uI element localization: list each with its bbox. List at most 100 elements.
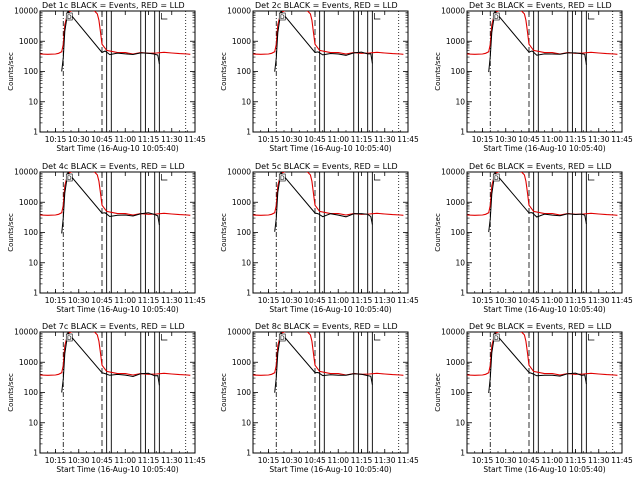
x-tick-label: 10:30 xyxy=(495,135,517,144)
series-line-lld xyxy=(40,11,191,55)
y-tick-label: 100 xyxy=(237,228,252,237)
series-line-lld xyxy=(467,332,618,376)
marker-tag-label: D xyxy=(67,175,72,182)
series-line-events xyxy=(61,172,160,234)
x-tick-label: 11:30 xyxy=(161,135,183,144)
corner-mark xyxy=(374,174,381,181)
marker-tag-box xyxy=(492,173,500,182)
y-tick-label: 10 xyxy=(28,418,38,427)
panel-1: Det 1c BLACK = Events, RED = LLD 1 10 100 10… xyxy=(7,1,206,153)
plot-area: D xyxy=(40,172,191,293)
x-tick-label: 10:45 xyxy=(518,456,540,465)
series-line-events xyxy=(488,172,587,233)
y-tick-label: 1000 xyxy=(19,358,38,367)
y-tick-label: 10000 xyxy=(14,7,38,16)
x-tick-label: 11:00 xyxy=(541,456,563,465)
panel-title: Det 2c BLACK = Events, RED = LLD xyxy=(255,1,398,10)
corner-mark xyxy=(161,334,168,341)
panel-title: Det 1c BLACK = Events, RED = LLD xyxy=(42,1,185,10)
y-tick-label: 1000 xyxy=(19,37,38,46)
x-tick-label: 10:30 xyxy=(281,456,303,465)
x-tick-label: 11:00 xyxy=(541,296,563,305)
x-tick-label: 11:00 xyxy=(327,296,349,305)
marker-tag-box xyxy=(65,173,73,182)
y-tick-label: 100 xyxy=(24,388,39,397)
x-tick-label: 11:30 xyxy=(588,296,610,305)
x-tick-label: 10:15 xyxy=(472,135,494,144)
x-tick-label: 11:15 xyxy=(351,296,373,305)
plot-area: D xyxy=(253,332,404,453)
y-axis-label: Counts/sec xyxy=(220,213,228,252)
x-tick-label: 11:00 xyxy=(327,135,349,144)
x-tick-label: 11:00 xyxy=(541,135,563,144)
plot-area: D xyxy=(253,172,404,293)
panel-title: Det 9c BLACK = Events, RED = LLD xyxy=(469,322,612,331)
panel-5: Det 5c BLACK = Events, RED = LLD 1 10 100 10… xyxy=(220,162,419,314)
plot-area: D xyxy=(467,332,618,453)
x-axis-label: Start Time (16-Aug-10 10:05:40) xyxy=(56,305,178,314)
x-tick-label: 11:30 xyxy=(588,456,610,465)
series-line-events xyxy=(488,332,587,394)
y-tick-label: 100 xyxy=(451,228,466,237)
x-tick-label: 10:45 xyxy=(91,296,113,305)
y-tick-label: 10 xyxy=(455,418,465,427)
x-axis-label: Start Time (16-Aug-10 10:05:40) xyxy=(269,305,391,314)
x-tick-label: 11:15 xyxy=(138,135,160,144)
y-axis-label: Counts/sec xyxy=(434,373,442,412)
x-tick-label: 11:15 xyxy=(565,135,587,144)
y-tick-label: 1000 xyxy=(232,198,251,207)
x-tick-label: 10:30 xyxy=(281,135,303,144)
panel-title: Det 5c BLACK = Events, RED = LLD xyxy=(255,162,398,171)
x-tick-label: 10:15 xyxy=(45,135,67,144)
corner-mark xyxy=(374,334,381,341)
marker-tag-label: D xyxy=(67,14,72,21)
y-tick-label: 10000 xyxy=(14,328,38,337)
y-tick-label: 10 xyxy=(28,97,38,106)
x-tick-label: 10:30 xyxy=(495,296,517,305)
y-tick-label: 1 xyxy=(33,128,38,137)
y-tick-label: 1000 xyxy=(19,198,38,207)
y-tick-label: 1000 xyxy=(232,37,251,46)
panel-8: Det 8c BLACK = Events, RED = LLD 1 10 100 10… xyxy=(220,322,419,474)
x-tick-label: 10:45 xyxy=(304,296,326,305)
x-tick-label: 11:45 xyxy=(184,135,206,144)
y-tick-label: 100 xyxy=(24,67,39,76)
x-tick-label: 11:15 xyxy=(138,296,160,305)
series-line-lld xyxy=(253,11,404,55)
corner-mark xyxy=(161,174,168,181)
y-tick-label: 10000 xyxy=(227,168,251,177)
x-tick-label: 11:45 xyxy=(397,456,419,465)
x-tick-label: 11:00 xyxy=(114,456,136,465)
x-tick-label: 10:30 xyxy=(68,135,90,144)
x-tick-label: 11:30 xyxy=(161,456,183,465)
x-tick-label: 10:15 xyxy=(258,456,280,465)
marker-tag-label: D xyxy=(494,14,499,21)
y-axis-label: Counts/sec xyxy=(434,213,442,252)
x-tick-label: 10:45 xyxy=(518,135,540,144)
x-tick-label: 10:15 xyxy=(45,296,67,305)
x-tick-label: 11:45 xyxy=(397,296,419,305)
plot-area: D xyxy=(467,11,618,132)
y-tick-label: 10 xyxy=(241,258,251,267)
y-tick-label: 10 xyxy=(241,418,251,427)
marker-tag-box xyxy=(278,12,286,21)
y-tick-label: 10000 xyxy=(227,328,251,337)
y-tick-label: 100 xyxy=(24,228,39,237)
y-tick-label: 10000 xyxy=(441,7,465,16)
corner-mark xyxy=(374,13,381,20)
x-tick-label: 11:15 xyxy=(138,456,160,465)
marker-tag-box xyxy=(65,333,73,342)
marker-tag-label: D xyxy=(280,335,285,342)
x-tick-label: 11:45 xyxy=(611,135,633,144)
series-line-events xyxy=(274,11,373,72)
series-line-lld xyxy=(40,172,191,216)
y-tick-label: 1000 xyxy=(232,358,251,367)
series-line-events xyxy=(61,332,160,393)
y-axis-label: Counts/sec xyxy=(7,373,15,412)
series-line-events xyxy=(274,332,373,393)
x-tick-label: 10:15 xyxy=(472,296,494,305)
corner-mark xyxy=(588,334,595,341)
y-tick-label: 1 xyxy=(33,449,38,458)
y-tick-label: 100 xyxy=(451,388,466,397)
marker-tag-box xyxy=(492,333,500,342)
